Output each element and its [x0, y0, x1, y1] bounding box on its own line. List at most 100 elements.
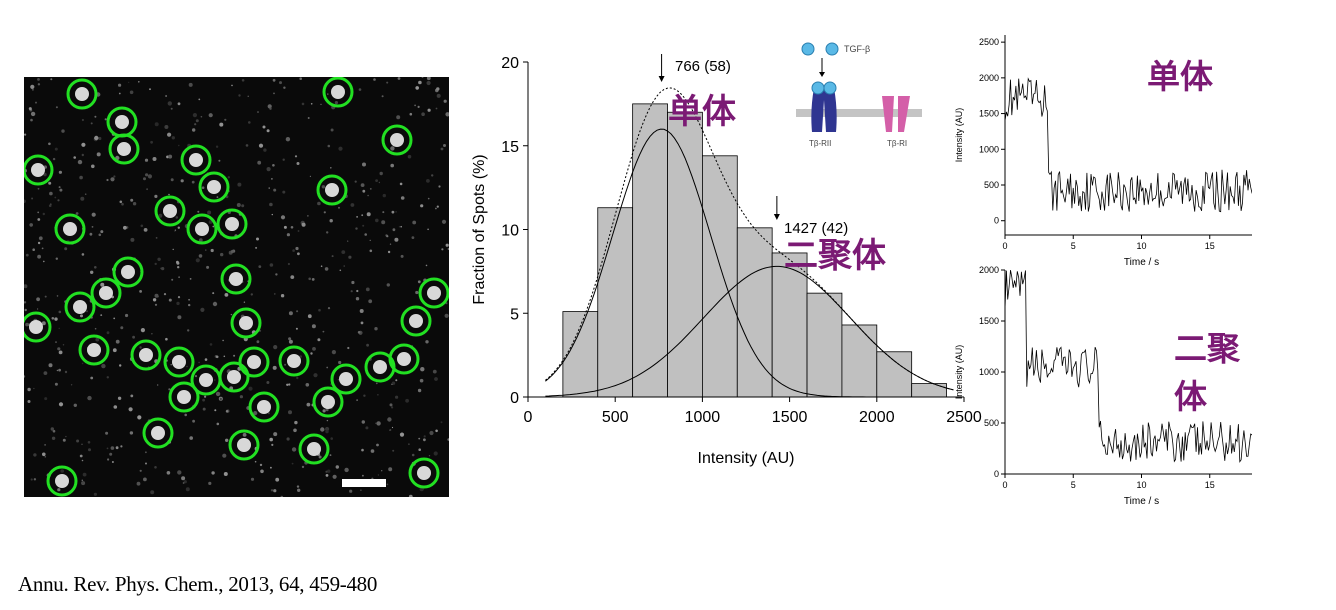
background-speckle [307, 314, 312, 319]
background-speckle [417, 388, 422, 393]
background-speckle [132, 202, 137, 206]
background-speckle [432, 369, 437, 374]
background-speckle [210, 248, 214, 253]
background-speckle [266, 381, 270, 384]
background-speckle [200, 115, 203, 118]
fluorescent-spot [307, 442, 321, 456]
y-tick-label: 500 [984, 180, 999, 190]
x-tick-label: 2500 [946, 409, 982, 426]
background-speckle [325, 426, 330, 432]
intensity-trace-top: 0510152005001000150020002500Time / sInte… [952, 30, 1283, 278]
background-speckle [379, 171, 383, 176]
background-speckle [188, 298, 191, 301]
background-speckle [282, 158, 285, 161]
background-speckle [94, 327, 97, 330]
background-speckle [362, 474, 364, 477]
background-speckle [35, 101, 37, 104]
background-speckle [215, 145, 219, 148]
background-speckle [250, 477, 255, 481]
background-speckle [273, 188, 277, 192]
background-speckle [443, 99, 447, 103]
background-speckle [369, 249, 373, 253]
background-speckle [44, 456, 47, 458]
background-speckle [94, 135, 99, 141]
spot-circle [154, 195, 186, 227]
background-speckle [415, 86, 420, 90]
background-speckle [364, 233, 368, 236]
background-speckle [418, 448, 422, 452]
background-speckle [395, 395, 399, 399]
background-speckle [288, 311, 293, 316]
histogram-bar [806, 292, 843, 398]
background-speckle [386, 483, 389, 486]
background-speckle [157, 257, 161, 261]
x-tick-label: 5 [1071, 480, 1076, 490]
background-speckle [192, 113, 197, 118]
background-speckle [170, 178, 174, 182]
background-speckle [120, 326, 124, 330]
fluorescent-spot [229, 272, 243, 286]
microscopy-svg [24, 77, 449, 497]
background-speckle [31, 88, 34, 91]
background-speckle [118, 83, 122, 87]
background-speckle [271, 178, 273, 180]
background-speckle [174, 229, 177, 231]
background-speckle [54, 147, 58, 151]
background-speckle [386, 235, 389, 238]
background-speckle [215, 391, 221, 397]
background-speckle [51, 317, 55, 320]
background-speckle [58, 402, 64, 407]
background-speckle [55, 257, 58, 260]
background-speckle [37, 83, 41, 86]
background-speckle [433, 451, 438, 456]
background-speckle [426, 179, 430, 183]
background-speckle [81, 459, 84, 462]
background-speckle [223, 355, 226, 358]
background-speckle [37, 254, 41, 259]
background-speckle [358, 88, 362, 91]
background-speckle [269, 202, 273, 207]
background-speckle [420, 367, 425, 372]
background-speckle [365, 426, 369, 430]
background-speckle [32, 248, 35, 251]
background-speckle [236, 203, 241, 207]
background-speckle [110, 177, 115, 182]
background-speckle [417, 280, 421, 284]
fluorescent-spot [177, 390, 191, 404]
background-speckle [150, 490, 155, 495]
y-axis-label: Fraction of Spots (%) [471, 154, 488, 304]
background-speckle [106, 447, 109, 450]
background-speckle [275, 273, 278, 276]
background-speckle [248, 386, 253, 391]
background-speckle [224, 293, 229, 297]
background-speckle [222, 339, 224, 342]
background-speckle [441, 248, 444, 251]
background-speckle [308, 277, 312, 281]
background-speckle [163, 293, 167, 296]
background-speckle [242, 433, 247, 437]
spot-circle [316, 174, 348, 206]
background-speckle [33, 387, 35, 390]
background-speckle [81, 481, 86, 486]
trace-line [1004, 77, 1277, 213]
background-speckle [31, 197, 34, 200]
background-speckle [89, 232, 93, 236]
background-speckle [37, 218, 41, 221]
x-tick-label: 5 [1071, 241, 1076, 251]
background-speckle [382, 211, 385, 214]
dimer-label: 二聚体 [784, 236, 886, 276]
fluorescent-spot [409, 314, 423, 328]
background-speckle [427, 197, 430, 200]
background-speckle [375, 382, 378, 385]
spot-circle [142, 417, 174, 449]
background-speckle [338, 360, 342, 365]
background-speckle [259, 463, 263, 467]
background-speckle [351, 280, 355, 285]
background-speckle [167, 101, 172, 106]
background-speckle [284, 363, 287, 366]
background-speckle [168, 388, 171, 391]
background-speckle [411, 453, 415, 457]
background-speckle [317, 338, 321, 342]
fluorescent-spot [195, 222, 209, 236]
spot-circle [248, 391, 280, 423]
